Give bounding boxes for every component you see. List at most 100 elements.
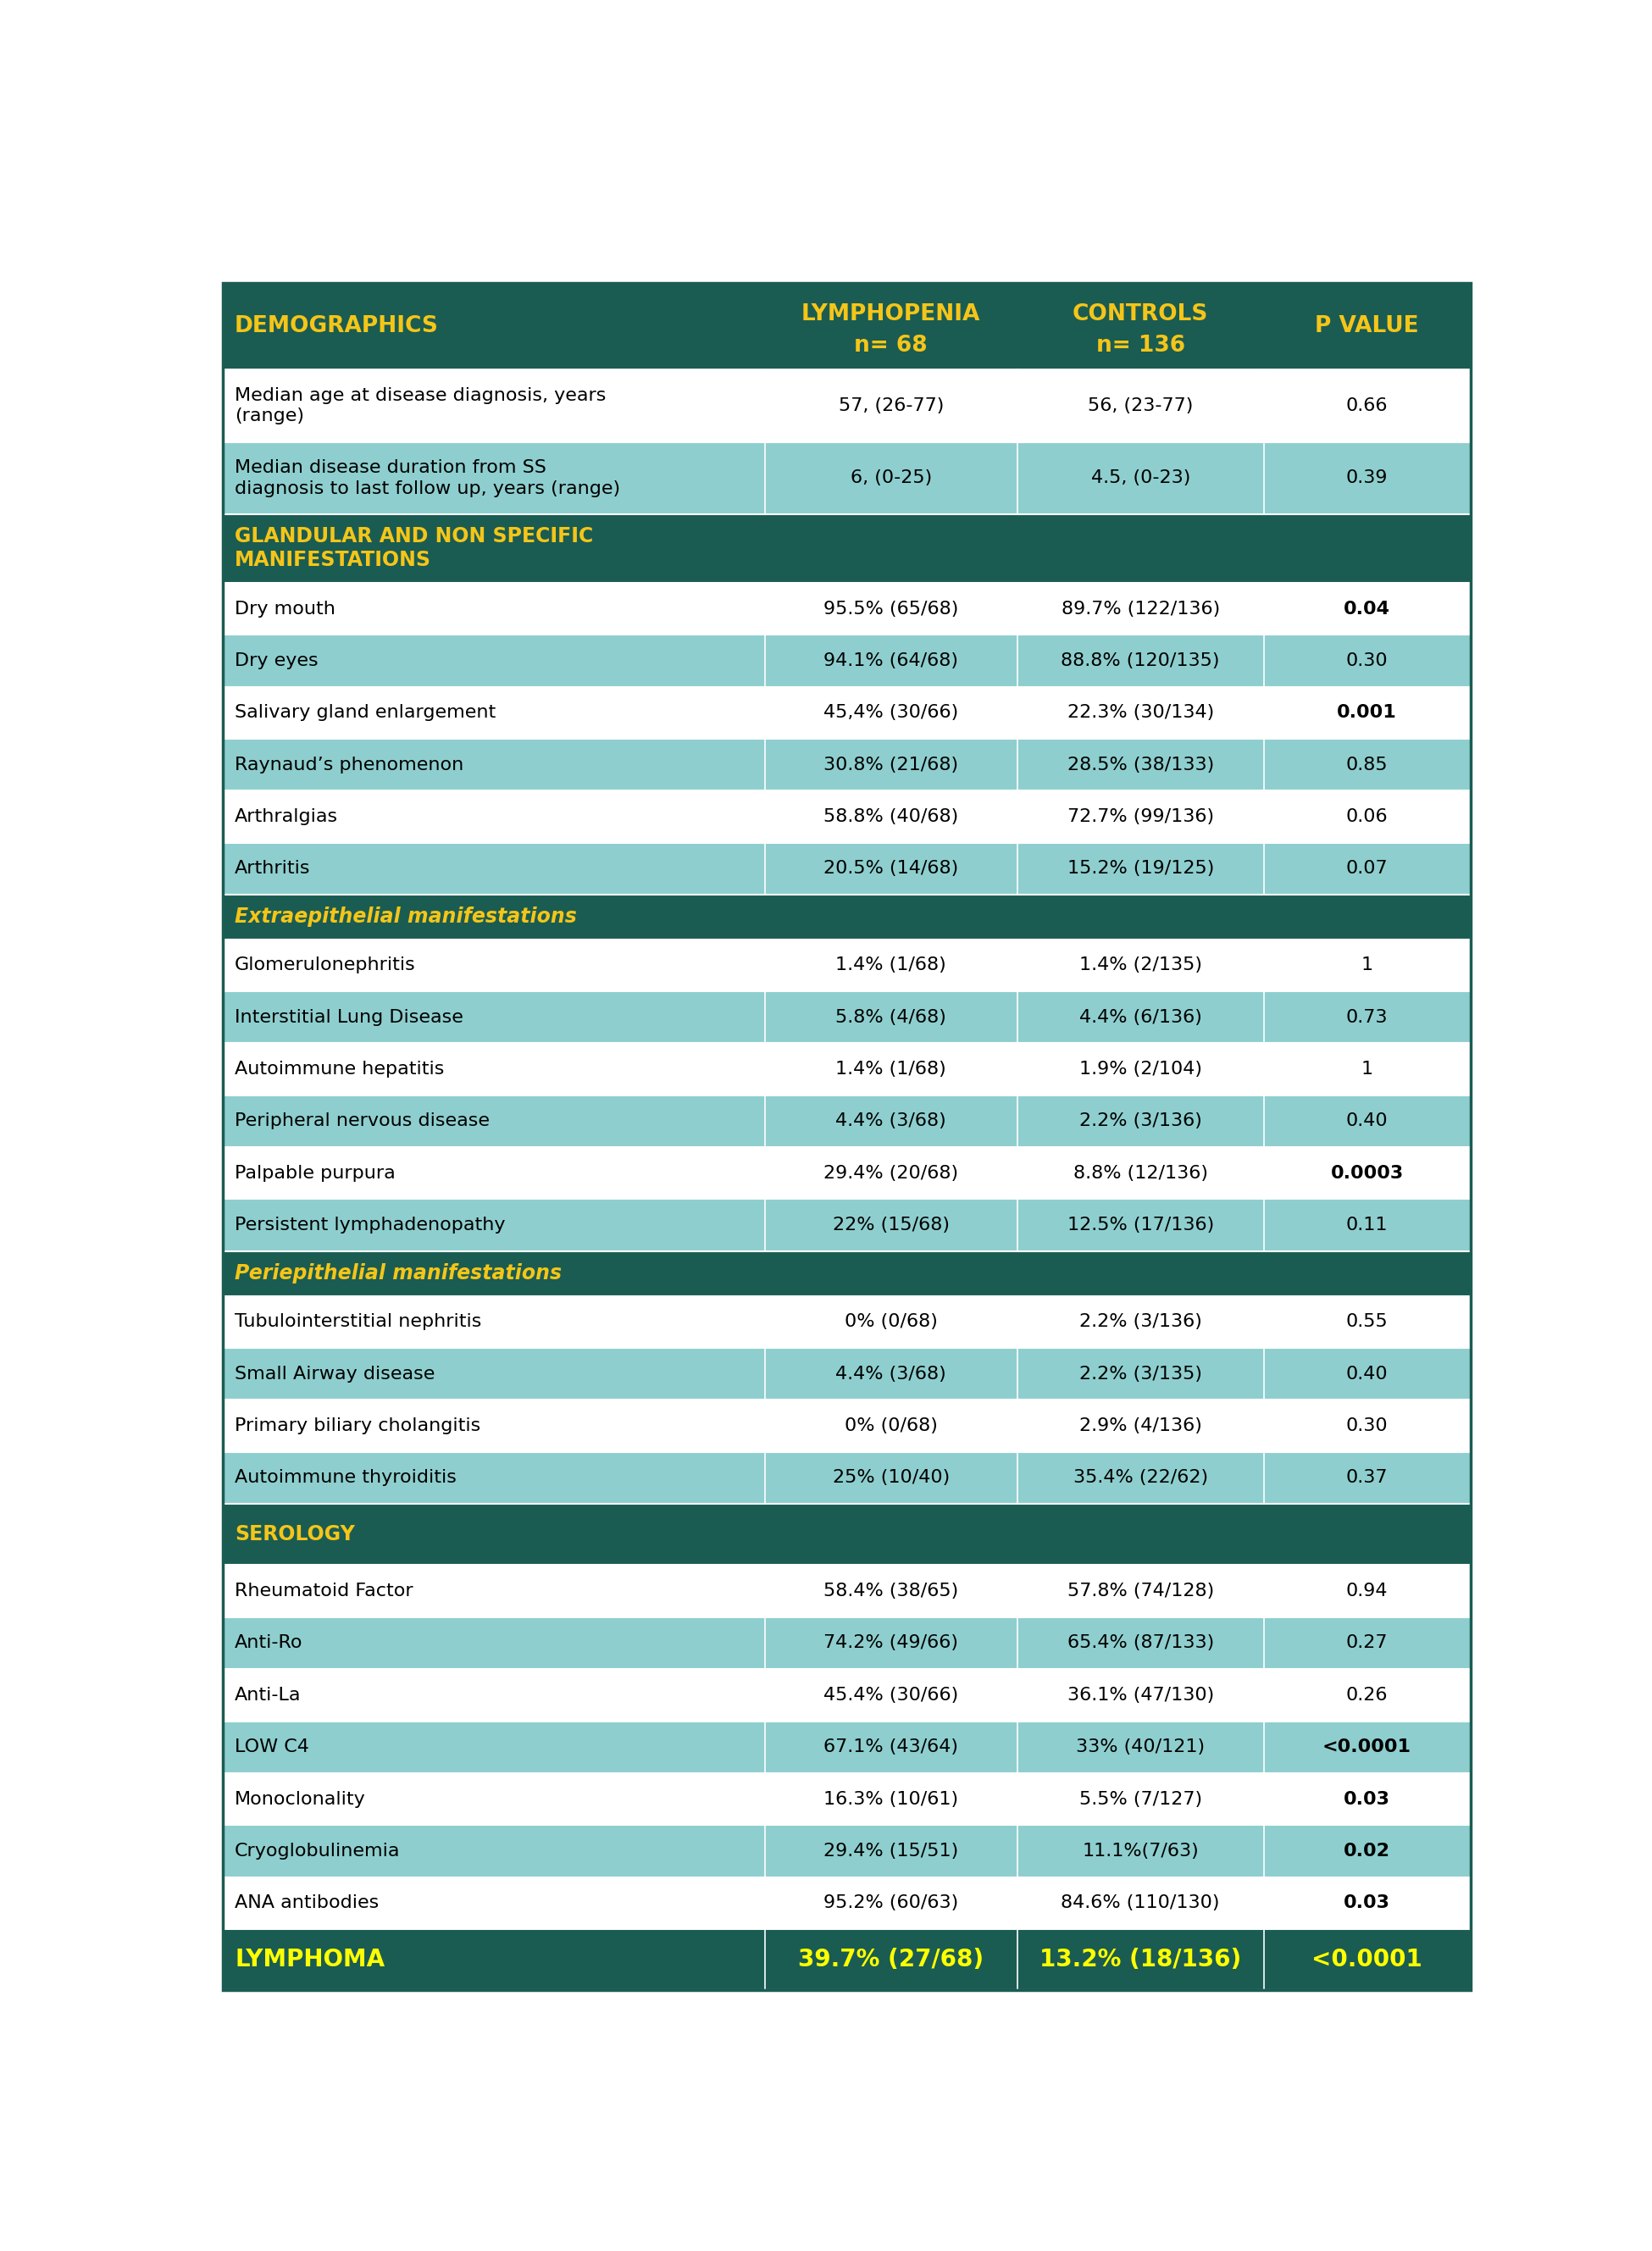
Text: 72.7% (99/136): 72.7% (99/136) — [1067, 808, 1214, 826]
Bar — [223, 1774, 1470, 1826]
Bar — [223, 635, 1470, 687]
Text: 0.40: 0.40 — [1346, 1366, 1388, 1382]
Bar — [223, 939, 1470, 990]
Text: 0.30: 0.30 — [1346, 653, 1388, 669]
Text: Cryoglobulinemia: Cryoglobulinemia — [235, 1844, 400, 1859]
Text: Autoimmune thyroiditis: Autoimmune thyroiditis — [235, 1470, 456, 1486]
Text: 16.3% (10/61): 16.3% (10/61) — [824, 1790, 958, 1808]
Text: 25% (10/40): 25% (10/40) — [833, 1470, 950, 1486]
Text: 0.40: 0.40 — [1346, 1112, 1388, 1130]
Text: 0.55: 0.55 — [1346, 1312, 1388, 1330]
Text: 30.8% (21/68): 30.8% (21/68) — [824, 756, 958, 772]
Text: 20.5% (14/68): 20.5% (14/68) — [823, 860, 958, 878]
Text: 0% (0/68): 0% (0/68) — [844, 1418, 938, 1434]
Bar — [223, 1252, 1470, 1297]
Text: Tubulointerstitial nephritis: Tubulointerstitial nephritis — [235, 1312, 482, 1330]
Text: LYMPHOPENIA: LYMPHOPENIA — [801, 304, 981, 326]
Text: 1.9% (2/104): 1.9% (2/104) — [1079, 1060, 1203, 1078]
Bar — [223, 1096, 1470, 1148]
Text: Small Airway disease: Small Airway disease — [235, 1366, 434, 1382]
Text: 0.85: 0.85 — [1346, 756, 1388, 772]
Text: P VALUE: P VALUE — [1315, 315, 1419, 338]
Text: 1.4% (1/68): 1.4% (1/68) — [836, 957, 947, 975]
Bar — [223, 1148, 1470, 1200]
Text: 88.8% (120/135): 88.8% (120/135) — [1061, 653, 1219, 669]
Text: 0.39: 0.39 — [1346, 470, 1388, 486]
Text: Extraepithelial manifestations: Extraepithelial manifestations — [235, 907, 577, 927]
Bar — [223, 1452, 1470, 1504]
Bar — [223, 1504, 1470, 1564]
Text: Anti-Ro: Anti-Ro — [235, 1634, 302, 1652]
Text: 29.4% (20/68): 29.4% (20/68) — [824, 1164, 958, 1182]
Bar — [223, 1670, 1470, 1722]
Text: 8.8% (12/136): 8.8% (12/136) — [1074, 1164, 1208, 1182]
Text: 2.2% (3/135): 2.2% (3/135) — [1079, 1366, 1203, 1382]
Text: 36.1% (47/130): 36.1% (47/130) — [1067, 1686, 1214, 1704]
Bar — [223, 513, 1470, 583]
Text: Anti-La: Anti-La — [235, 1686, 301, 1704]
Text: 0.06: 0.06 — [1346, 808, 1388, 826]
Text: 35.4% (22/62): 35.4% (22/62) — [1074, 1470, 1208, 1486]
Text: 0.94: 0.94 — [1346, 1582, 1388, 1600]
Bar — [223, 1722, 1470, 1774]
Text: 45,4% (30/66): 45,4% (30/66) — [823, 705, 958, 720]
Text: Monoclonality: Monoclonality — [235, 1790, 365, 1808]
Text: 28.5% (38/133): 28.5% (38/133) — [1067, 756, 1214, 772]
Bar — [223, 990, 1470, 1042]
Text: 33% (40/121): 33% (40/121) — [1075, 1738, 1204, 1756]
Text: 67.1% (43/64): 67.1% (43/64) — [824, 1738, 958, 1756]
Bar — [223, 1042, 1470, 1096]
Text: 4.4% (3/68): 4.4% (3/68) — [836, 1366, 947, 1382]
Text: 39.7% (27/68): 39.7% (27/68) — [798, 1947, 985, 1972]
Text: ANA antibodies: ANA antibodies — [235, 1895, 378, 1911]
Text: Arthralgias: Arthralgias — [235, 808, 339, 826]
Text: 4.4% (6/136): 4.4% (6/136) — [1079, 1008, 1203, 1026]
Text: Palpable purpura: Palpable purpura — [235, 1164, 395, 1182]
Text: 95.2% (60/63): 95.2% (60/63) — [823, 1895, 958, 1911]
Text: 0.27: 0.27 — [1346, 1634, 1388, 1652]
Text: 5.8% (4/68): 5.8% (4/68) — [836, 1008, 947, 1026]
Text: Interstitial Lung Disease: Interstitial Lung Disease — [235, 1008, 463, 1026]
Bar — [223, 1297, 1470, 1348]
Text: Persistent lymphadenopathy: Persistent lymphadenopathy — [235, 1218, 506, 1234]
Text: Raynaud’s phenomenon: Raynaud’s phenomenon — [235, 756, 464, 772]
Text: 0.07: 0.07 — [1346, 860, 1388, 878]
Bar — [223, 369, 1470, 441]
Text: LOW C4: LOW C4 — [235, 1738, 309, 1756]
Text: 0.04: 0.04 — [1343, 601, 1391, 617]
Text: 12.5% (17/136): 12.5% (17/136) — [1067, 1218, 1214, 1234]
Text: Dry eyes: Dry eyes — [235, 653, 319, 669]
Bar — [223, 894, 1470, 939]
Text: 1: 1 — [1361, 1060, 1373, 1078]
Text: 2.2% (3/136): 2.2% (3/136) — [1079, 1312, 1203, 1330]
Text: Autoimmune hepatitis: Autoimmune hepatitis — [235, 1060, 444, 1078]
Bar — [223, 284, 1470, 369]
Text: 1.4% (2/135): 1.4% (2/135) — [1079, 957, 1203, 975]
Text: SEROLOGY: SEROLOGY — [235, 1524, 355, 1544]
Bar — [223, 583, 1470, 635]
Bar — [223, 1616, 1470, 1670]
Text: 94.1% (64/68): 94.1% (64/68) — [824, 653, 958, 669]
Bar — [223, 738, 1470, 790]
Text: 74.2% (49/66): 74.2% (49/66) — [824, 1634, 958, 1652]
Text: <0.0001: <0.0001 — [1312, 1947, 1422, 1972]
Text: n= 136: n= 136 — [1095, 335, 1184, 356]
Text: 84.6% (110/130): 84.6% (110/130) — [1061, 1895, 1219, 1911]
Text: CONTROLS: CONTROLS — [1072, 304, 1208, 326]
Text: 0% (0/68): 0% (0/68) — [844, 1312, 938, 1330]
Text: 58.4% (38/65): 58.4% (38/65) — [823, 1582, 958, 1600]
Text: 57, (26-77): 57, (26-77) — [838, 398, 943, 414]
Bar — [223, 1200, 1470, 1252]
Text: Glomerulonephritis: Glomerulonephritis — [235, 957, 416, 975]
Text: Median age at disease diagnosis, years
(range): Median age at disease diagnosis, years (… — [235, 387, 606, 425]
Text: 0.03: 0.03 — [1343, 1790, 1391, 1808]
Text: 0.37: 0.37 — [1346, 1470, 1388, 1486]
Bar — [223, 1826, 1470, 1877]
Bar — [223, 441, 1470, 513]
Text: 6, (0-25): 6, (0-25) — [851, 470, 932, 486]
Text: 22% (15/68): 22% (15/68) — [833, 1218, 950, 1234]
Text: 65.4% (87/133): 65.4% (87/133) — [1067, 1634, 1214, 1652]
Text: 22.3% (30/134): 22.3% (30/134) — [1067, 705, 1214, 720]
Text: 0.66: 0.66 — [1346, 398, 1388, 414]
Bar — [223, 1564, 1470, 1616]
